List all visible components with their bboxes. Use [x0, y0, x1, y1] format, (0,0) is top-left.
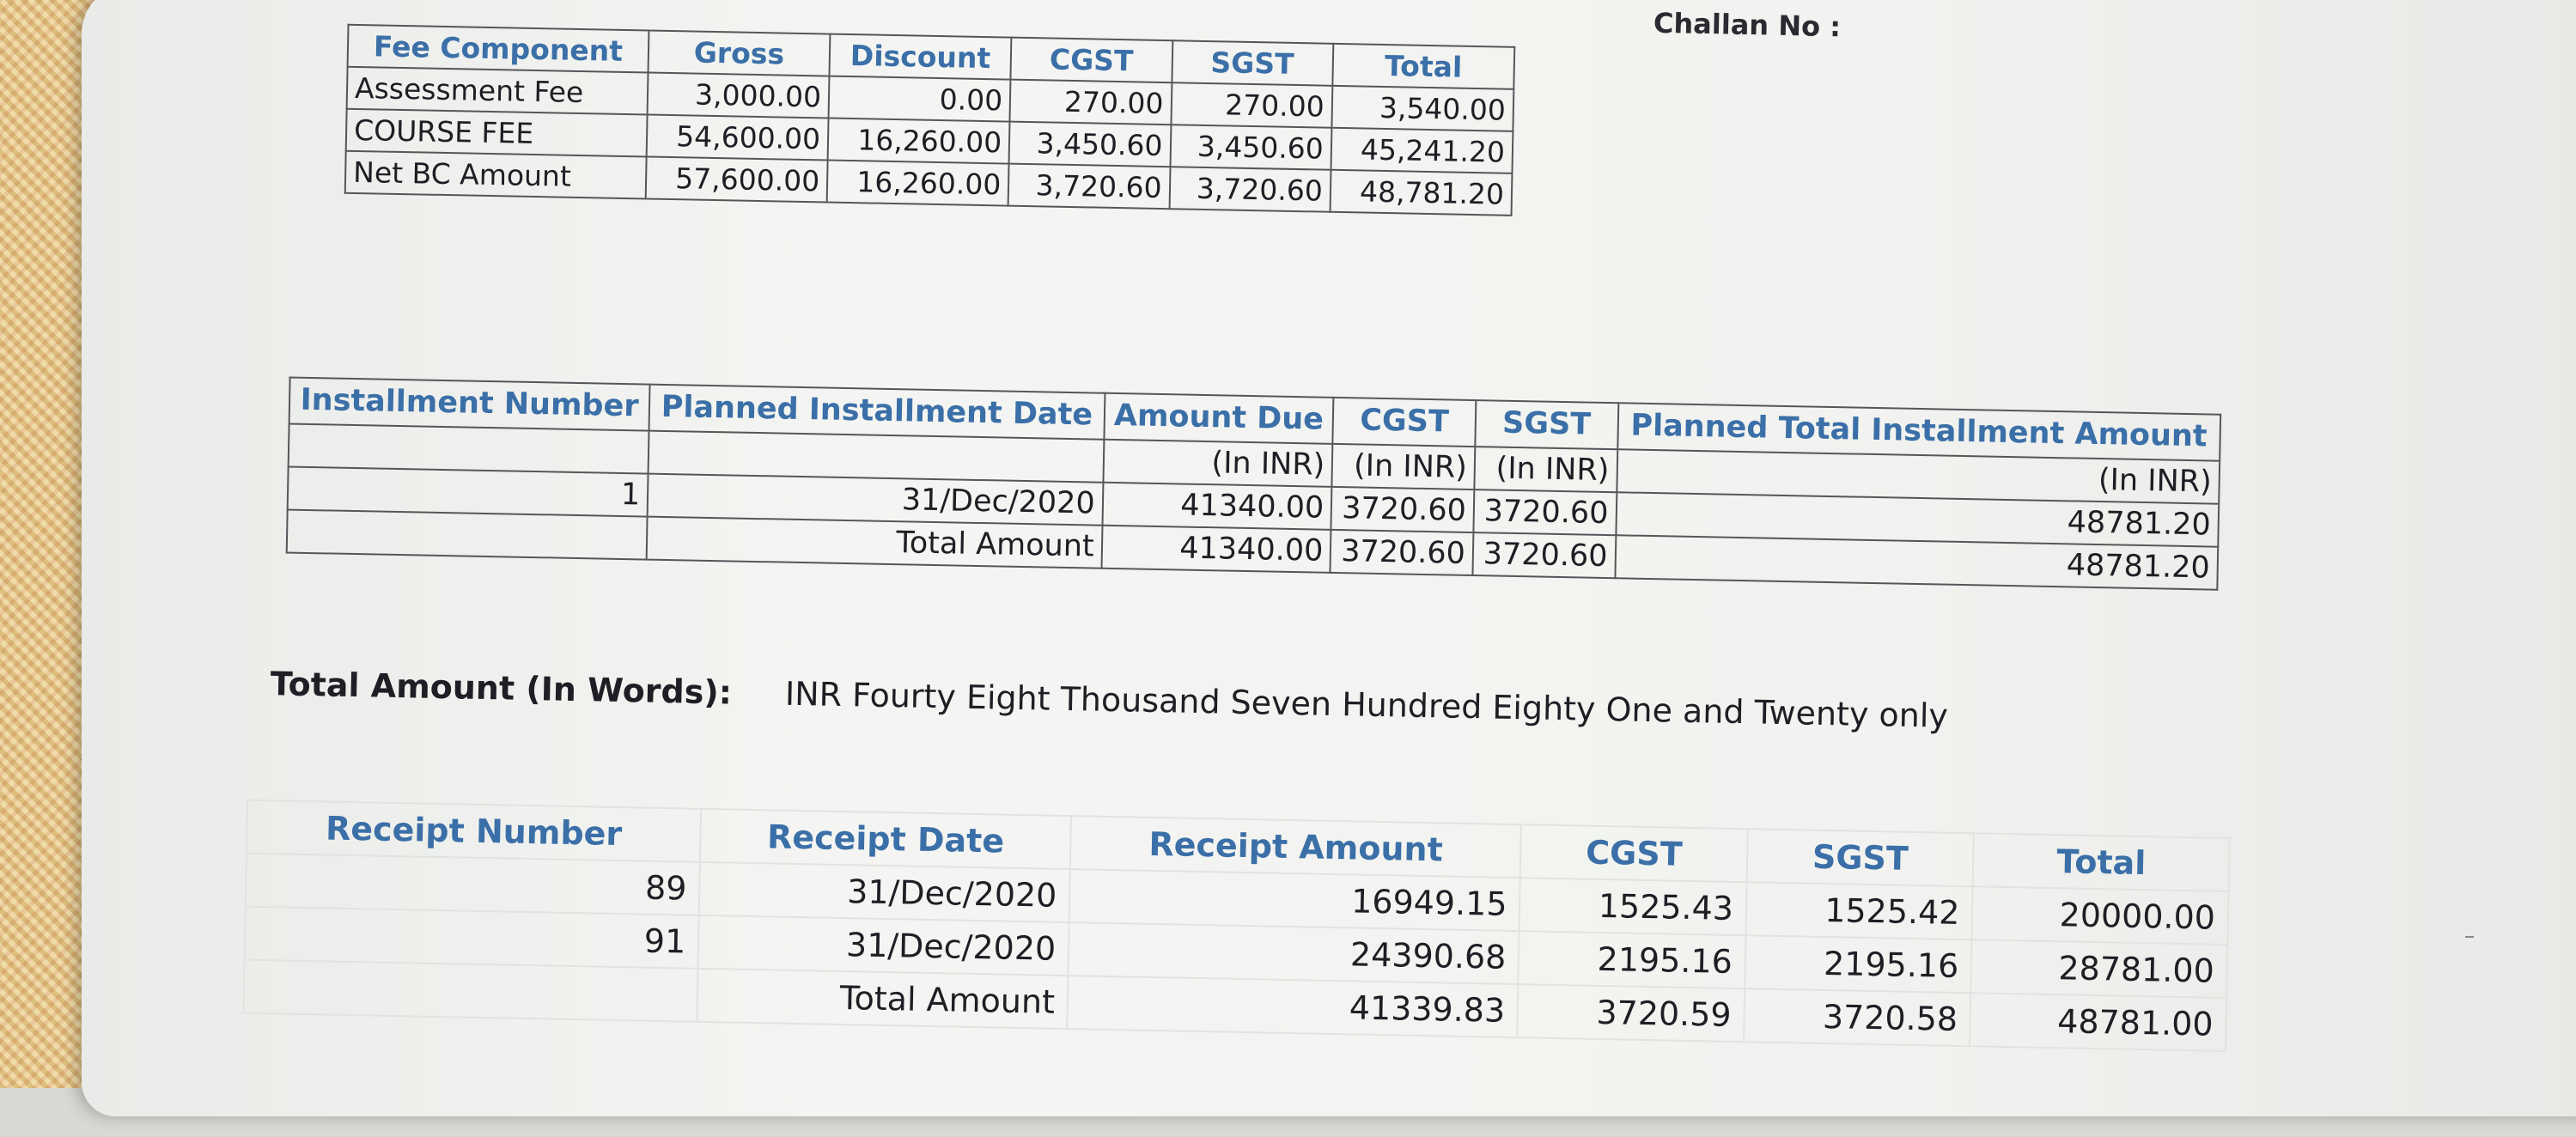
cell-total-label: Total Amount: [646, 516, 1103, 568]
cell-cgst: 3720.60: [1331, 486, 1475, 532]
cell-discount: 16,260.00: [826, 160, 1009, 206]
cell-cgst: 270.00: [1009, 79, 1172, 125]
cell-sgst: 3,720.60: [1169, 167, 1331, 212]
cell-gross: 57,600.00: [645, 156, 828, 203]
cell-cgst: 3,450.60: [1008, 121, 1171, 167]
cell-total: 48,781.20: [1330, 169, 1513, 216]
column-header-fee-component: Fee Component: [347, 24, 649, 73]
cell-receipt-number: 91: [244, 906, 699, 969]
cell-gross: 3,000.00: [647, 72, 830, 119]
cell-receipt-number: 89: [245, 853, 701, 915]
cell-sgst: 3,450.60: [1170, 125, 1332, 170]
cell-empty: [288, 423, 649, 474]
cell-receipt-amount: 16949.15: [1069, 869, 1521, 932]
cell-empty: [243, 959, 698, 1022]
cell-sgst: 3720.60: [1472, 532, 1616, 578]
cell-total-label: Total Amount: [697, 968, 1069, 1030]
cell-discount: 16,260.00: [827, 118, 1010, 164]
column-header-cgst: CGST: [1520, 824, 1748, 883]
column-header-cgst: CGST: [1332, 397, 1477, 447]
cell-total: 28781.00: [1970, 939, 2228, 998]
cell-receipt-amount: 24390.68: [1068, 922, 1519, 985]
cell-total: 45,241.20: [1331, 127, 1513, 173]
cell-amount-due: 41340.00: [1101, 525, 1331, 573]
column-header-total: Total: [1332, 43, 1515, 89]
column-header-amount-due: Amount Due: [1104, 392, 1334, 444]
paper-mark: [2465, 936, 2474, 938]
cell-cgst: 2195.16: [1518, 931, 1746, 989]
column-header-total: Total: [1973, 833, 2230, 891]
column-header-receipt-date: Receipt Date: [700, 808, 1072, 870]
cell-amount-due: 41340.00: [1102, 482, 1332, 530]
column-header-sgst: SGST: [1746, 829, 1975, 887]
cell-total: 48781.00: [1970, 993, 2227, 1051]
cell-receipt-amount: 41339.83: [1067, 976, 1519, 1038]
total-in-words: Total Amount (In Words): INR Fourty Eigh…: [270, 665, 1948, 734]
cell-fee-component: Net BC Amount: [344, 150, 647, 199]
total-in-words-value: INR Fourty Eight Thousand Seven Hundred …: [784, 674, 1949, 735]
column-header-sgst: SGST: [1171, 40, 1334, 86]
cell-cgst: 1525.43: [1519, 878, 1747, 936]
fee-component-table: Fee Component Gross Discount CGST SGST T…: [344, 24, 1516, 216]
receipt-table: Receipt Number Receipt Date Receipt Amou…: [242, 800, 2230, 1052]
total-in-words-label: Total Amount (In Words):: [270, 665, 733, 712]
cell-unit-cgst: (In INR): [1331, 443, 1476, 489]
paper-sheet: [82, 0, 2576, 1116]
cell-empty: [286, 509, 648, 560]
column-header-receipt-amount: Receipt Amount: [1069, 816, 1522, 879]
cell-total: 20000.00: [1971, 886, 2229, 945]
cell-sgst: 2195.16: [1745, 935, 1972, 994]
cell-receipt-date: 31/Dec/2020: [697, 915, 1069, 976]
column-header-receipt-number: Receipt Number: [246, 800, 702, 862]
cell-sgst: 270.00: [1170, 82, 1333, 128]
cell-installment-number: 1: [287, 466, 649, 517]
cell-total: 3,540.00: [1331, 85, 1514, 131]
column-header-sgst: SGST: [1475, 400, 1618, 449]
column-header-gross: Gross: [648, 30, 831, 76]
cell-cgst: 3720.60: [1330, 529, 1474, 575]
cell-receipt-date: 31/Dec/2020: [698, 861, 1070, 923]
cell-gross: 54,600.00: [646, 114, 829, 161]
column-header-cgst: CGST: [1010, 37, 1172, 83]
column-header-installment-number: Installment Number: [289, 377, 650, 431]
cell-fee-component: COURSE FEE: [345, 108, 648, 157]
cell-discount: 0.00: [828, 76, 1011, 122]
cell-sgst: 3720.58: [1744, 988, 1971, 1047]
cell-sgst: 3720.60: [1473, 489, 1617, 535]
cell-cgst: 3,720.60: [1008, 163, 1171, 210]
cell-unit-sgst: (In INR): [1474, 446, 1617, 492]
cell-unit-amount-due: (In INR): [1103, 439, 1333, 487]
cell-cgst: 3720.59: [1517, 984, 1745, 1043]
cell-fee-component: Assessment Fee: [346, 66, 649, 115]
column-header-discount: Discount: [829, 33, 1012, 80]
cell-sgst: 1525.42: [1745, 882, 1974, 940]
installment-table: Installment Number Planned Installment D…: [286, 377, 2222, 591]
